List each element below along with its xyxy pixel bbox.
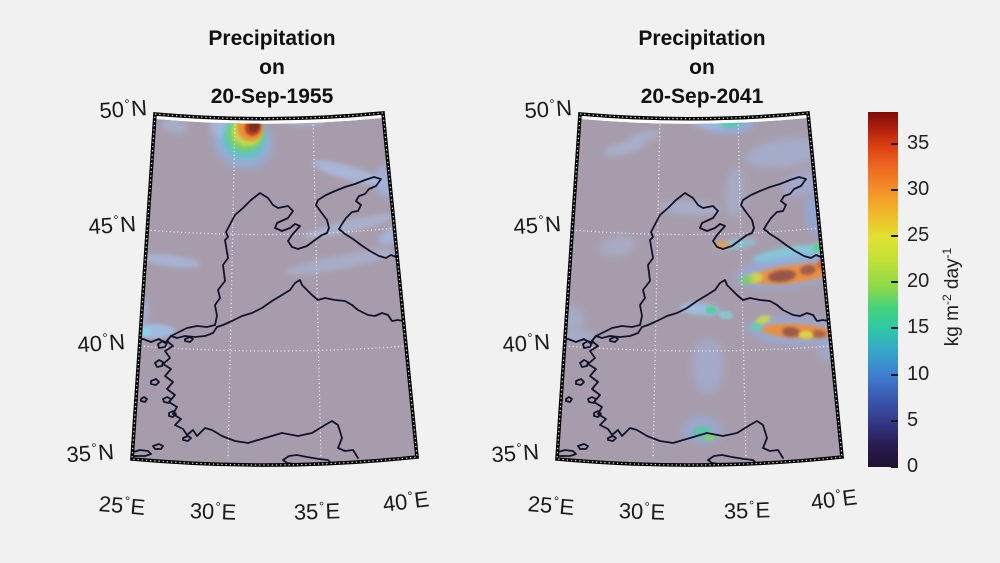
label-number: 35 — [490, 440, 517, 468]
colorbar-tick-label: 35 — [907, 131, 930, 154]
colorbar-tick-mark — [891, 466, 898, 468]
title-line: on — [259, 56, 285, 79]
colorbar-tick-mark — [891, 419, 898, 422]
longitude-label: 30°E — [596, 497, 689, 526]
unit-superscript: -2 — [940, 294, 954, 306]
unit-superscript: -1 — [940, 247, 954, 259]
label-number: 30 — [189, 498, 215, 525]
graticule — [139, 118, 407, 460]
longitude-label: 30°E — [167, 497, 260, 526]
label-number: 50 — [98, 96, 125, 124]
longitude-label: 35°E — [701, 496, 794, 525]
label-number: 45 — [87, 212, 114, 240]
map-frame — [130, 111, 419, 467]
colorbar-tick-mark — [891, 188, 898, 191]
map-left — [130, 111, 419, 467]
label-number: 45 — [512, 212, 539, 240]
colorbar-unit-label: kg m-2 day-1 — [935, 217, 963, 377]
colorbar-tick-mark — [891, 142, 898, 145]
label-number: 50 — [523, 96, 550, 124]
latitude-label: 45°N — [43, 211, 137, 243]
colorbar — [868, 112, 898, 467]
longitude-label: 25°E — [75, 489, 169, 523]
graticule — [564, 118, 832, 460]
panel-title-right: Precipitation on 20-Sep-2041 — [572, 24, 832, 111]
label-direction: E — [755, 497, 771, 523]
label-direction: N — [522, 439, 540, 466]
label-number: 35 — [293, 498, 319, 525]
title-line: Precipitation — [638, 27, 766, 50]
colorbar-tick-label: 20 — [907, 270, 930, 293]
latitude-label: 40°N — [457, 329, 551, 361]
label-number: 40 — [809, 486, 837, 515]
colorbar-tick-mark — [891, 281, 898, 284]
label-number: 35 — [723, 497, 749, 524]
longitude-label: 40°E — [787, 481, 881, 518]
label-direction: E — [325, 498, 341, 524]
longitude-label: 35°E — [271, 497, 364, 526]
colorbar-tick-label: 10 — [907, 362, 930, 385]
longitude-label: 25°E — [504, 489, 598, 523]
title-line: 20-Sep-2041 — [640, 85, 764, 108]
map-frame — [555, 111, 844, 467]
label-direction: N — [97, 439, 115, 466]
label-number: 25 — [97, 491, 125, 519]
title-line: 20-Sep-1955 — [210, 85, 334, 108]
label-number: 40 — [501, 330, 528, 358]
colorbar-tick-label: 5 — [907, 408, 919, 431]
label-direction: E — [650, 499, 666, 525]
latitude-label: 35°N — [21, 439, 115, 471]
label-direction: E — [412, 486, 431, 513]
latitude-label: 40°N — [32, 329, 126, 361]
label-direction: E — [558, 493, 576, 520]
latitude-label: 45°N — [468, 211, 562, 243]
colorbar-tick-mark — [891, 327, 898, 330]
panel-title-left: Precipitation on 20-Sep-1955 — [142, 24, 402, 111]
label-number: 30 — [618, 498, 644, 525]
longitude-label: 40°E — [359, 483, 453, 520]
colorbar-tick-mark — [891, 235, 898, 237]
label-direction: E — [221, 499, 237, 525]
label-direction: N — [108, 329, 126, 356]
label-number: 40 — [381, 488, 409, 517]
colorbar-tick-label: 15 — [907, 316, 930, 339]
label-direction: E — [129, 493, 147, 520]
colorbar-tick-label: 30 — [907, 177, 930, 200]
colorbar-tick-mark — [891, 373, 898, 376]
coastlines — [558, 176, 835, 464]
unit-text: kg m — [942, 305, 963, 347]
map-data-area — [558, 118, 841, 464]
label-number: 40 — [76, 330, 103, 358]
label-number: 25 — [526, 491, 554, 519]
map-right — [555, 111, 844, 467]
title-line: on — [689, 56, 715, 79]
coastlines — [133, 176, 410, 464]
label-direction: E — [840, 484, 859, 511]
label-number: 35 — [65, 440, 92, 468]
colorbar-tick-label: 25 — [907, 224, 930, 246]
colorbar-tick-label: 0 — [907, 455, 919, 477]
title-line: Precipitation — [208, 27, 336, 50]
label-direction: N — [533, 329, 551, 356]
map-data-area — [133, 118, 416, 464]
unit-text: day — [942, 258, 963, 295]
latitude-label: 35°N — [446, 439, 540, 471]
